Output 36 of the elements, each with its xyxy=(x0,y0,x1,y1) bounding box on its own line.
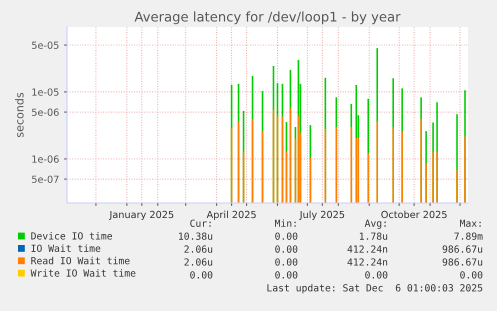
y-tick-label: 5e-06 xyxy=(32,108,59,116)
text: 0.00 xyxy=(275,258,298,266)
text: 0.00 xyxy=(275,245,298,253)
y-tick-label: 1e-05 xyxy=(32,88,59,96)
legend-label: IO Wait time xyxy=(32,244,100,252)
text: Last update: Sat Dec 6 01:00:03 2025 xyxy=(267,284,482,294)
text: 0.00 xyxy=(275,232,298,240)
text: Avg: xyxy=(364,220,386,229)
text: Max: xyxy=(460,220,481,227)
text: 986.67u xyxy=(442,245,482,253)
text: 0.00 xyxy=(190,271,212,279)
text: Min: xyxy=(274,219,296,227)
text: 2.06u xyxy=(184,245,212,253)
text: 412.24n xyxy=(348,245,388,253)
text: 412.24n xyxy=(348,258,388,266)
legend-label: Device IO time xyxy=(31,232,112,240)
text: 0.00 xyxy=(460,271,482,279)
y-axis-title: seconds xyxy=(15,92,24,138)
x-tick-label: January 2025 xyxy=(108,210,174,220)
x-tick-label: October 2025 xyxy=(381,210,447,218)
legend-label: Write IO Wait time xyxy=(30,269,136,277)
x-tick-label: July 2025 xyxy=(299,210,344,220)
text: 0.00 xyxy=(275,271,298,279)
text: 2.06u xyxy=(184,258,212,266)
legend-label: Read IO Wait time xyxy=(31,256,130,264)
y-tick-label: 1e-06 xyxy=(32,155,59,163)
text: 1.78u xyxy=(360,232,388,240)
text: Cur: xyxy=(190,220,211,227)
x-tick-label: April 2025 xyxy=(206,210,256,220)
text: 986.67u xyxy=(442,258,482,266)
text: 7.89m xyxy=(454,232,483,240)
y-tick-label: 5e-07 xyxy=(32,176,59,183)
text: 10.38u xyxy=(179,232,212,240)
chart-title: Average latency for /dev/loop1 - by year xyxy=(134,11,401,24)
text: 0.00 xyxy=(365,271,388,279)
y-tick-label: 5e-05 xyxy=(32,42,59,49)
